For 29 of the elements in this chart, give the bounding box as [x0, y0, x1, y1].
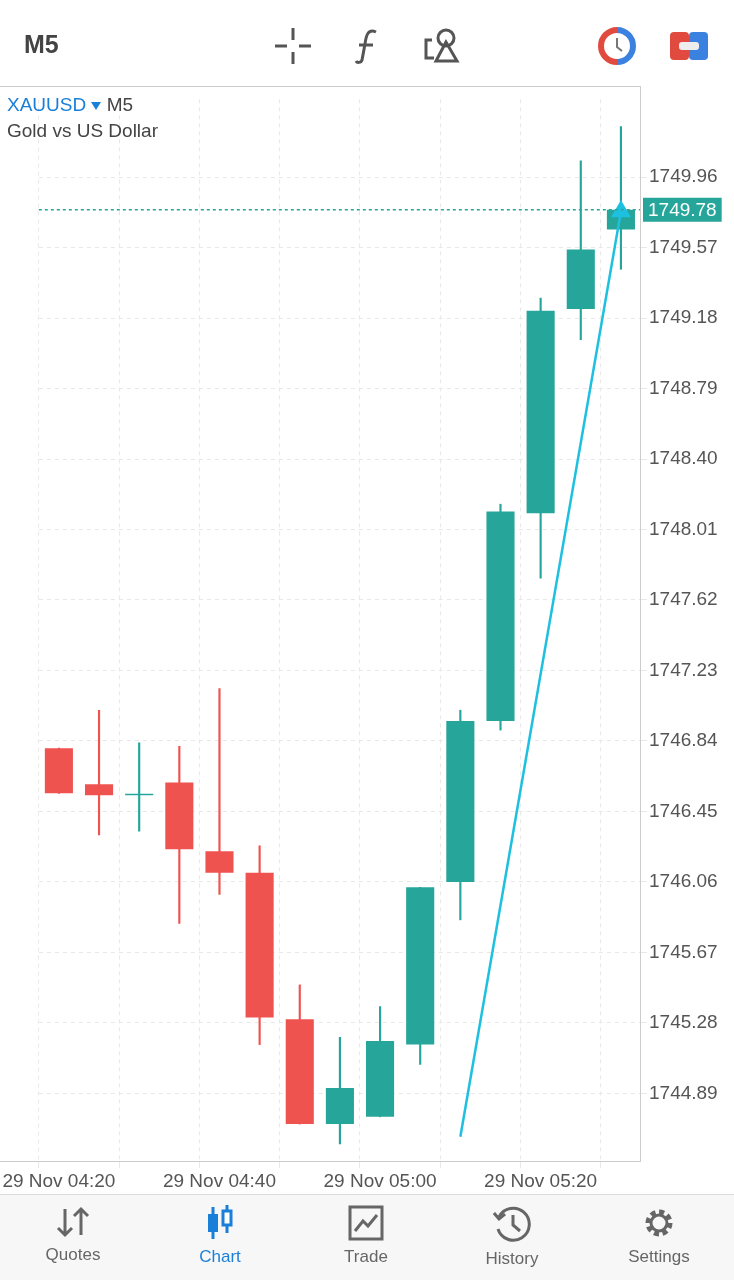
- text: Gold vs US Dollar: [7, 119, 158, 143]
- y-tick-label: 1748.01: [649, 517, 718, 539]
- y-tick-label: 1749.18: [649, 306, 718, 328]
- text: Settings: [627, 1247, 691, 1267]
- y-tick-label: 1749.96: [649, 165, 718, 187]
- x-tick-label: 29 Nov 04:20: [2, 1169, 116, 1191]
- y-tick-label: 1747.23: [649, 658, 718, 680]
- text: Quotes: [44, 1245, 102, 1265]
- annotation: M5: [106, 94, 134, 115]
- y-tick-label: 1745.28: [649, 1011, 718, 1033]
- x-tick-label: 29 Nov 04:40: [162, 1169, 276, 1191]
- text: Trade: [343, 1247, 389, 1267]
- y-tick-label: 1746.45: [649, 799, 718, 821]
- y-tick-label: 1746.06: [649, 870, 718, 892]
- y-tick-label: 1747.62: [649, 588, 718, 610]
- y-tick-label: 1746.84: [649, 729, 719, 751]
- text: M5: [24, 30, 59, 59]
- y-tick-label: 1748.40: [649, 447, 718, 469]
- y-tick-label: 1749.57: [649, 235, 718, 257]
- chart-title: XAUUSD: [7, 94, 87, 115]
- y-tick-label: 1748.79: [649, 376, 718, 398]
- candlestick: [205, 688, 234, 895]
- x-tick-label: 29 Nov 05:00: [323, 1169, 437, 1191]
- y-tick-label: 1745.67: [649, 940, 718, 962]
- y-tick-label: 1744.89: [649, 1081, 718, 1103]
- ref-line-label: 1749.78: [648, 198, 717, 220]
- x-tick-label: 29 Nov 05:20: [484, 1169, 598, 1191]
- text: Chart: [198, 1247, 242, 1267]
- text: History: [484, 1249, 540, 1269]
